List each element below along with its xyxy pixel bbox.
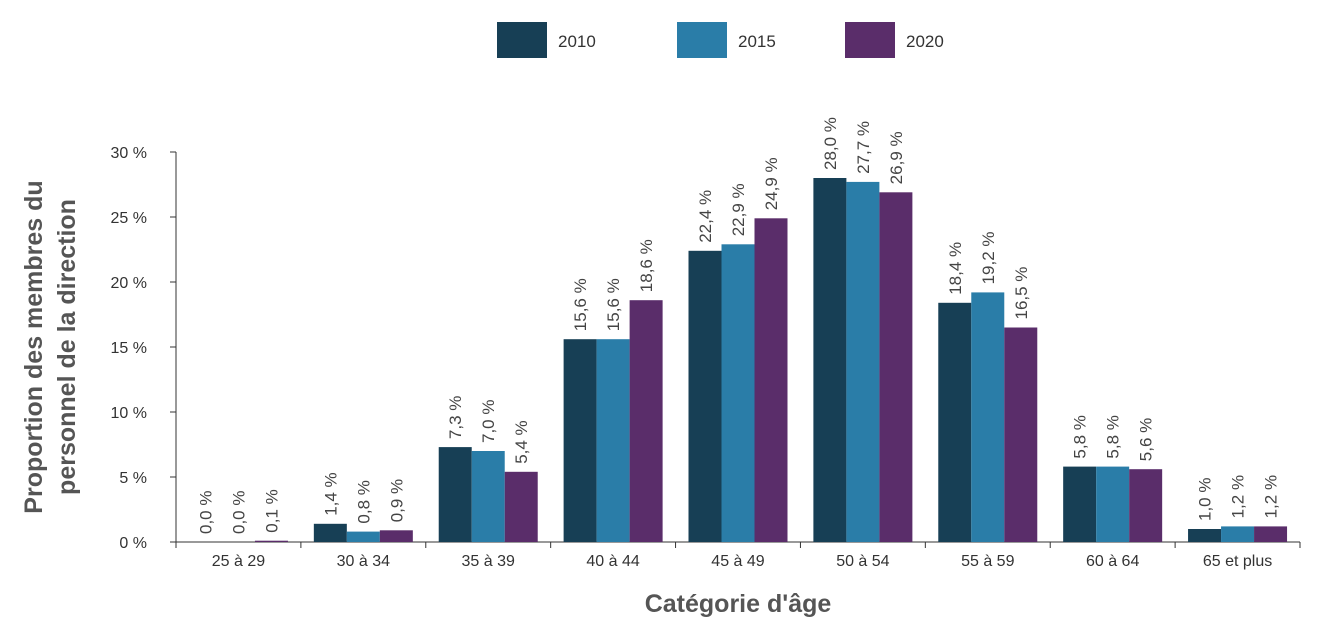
data-label: 22,9 % <box>729 183 748 236</box>
data-label: 0,8 % <box>354 480 373 523</box>
data-label: 0,9 % <box>387 479 406 522</box>
y-axis-title: Proportion des membres du personnel de la… <box>20 180 81 513</box>
x-tick-label: 30 à 34 <box>337 553 390 570</box>
data-labels: 0,0 % 0,0 % 0,1 % 1,4 % 0,8 % 0,9 % 7,3 % 7,0 %… <box>196 117 1280 534</box>
data-label: 0,0 % <box>196 491 215 534</box>
bar <box>938 302 972 542</box>
data-label: 7,0 % <box>479 400 498 443</box>
bar <box>1096 466 1130 542</box>
data-label: 5,4 % <box>512 420 531 463</box>
bar <box>504 471 538 542</box>
data-label: 5,8 % <box>1104 415 1123 458</box>
legend-label: 2010 <box>558 32 596 51</box>
x-tick-label: 60 à 64 <box>1086 553 1139 570</box>
y-tick-label: 30 % <box>111 145 147 162</box>
data-label: 1,2 % <box>1229 475 1248 518</box>
data-label: 22,4 % <box>696 190 715 243</box>
data-label: 15,6 % <box>604 278 623 331</box>
legend-label: 2015 <box>738 32 776 51</box>
data-label: 24,9 % <box>762 157 781 210</box>
bar <box>1004 327 1038 542</box>
y-tick-label: 20 % <box>111 275 147 292</box>
data-label: 19,2 % <box>979 231 998 284</box>
bar <box>629 300 663 542</box>
x-tick-label: 65 et plus <box>1203 553 1272 570</box>
bar <box>721 244 755 543</box>
bar <box>879 192 913 543</box>
data-label: 18,6 % <box>637 239 656 292</box>
data-label: 1,4 % <box>321 472 340 515</box>
bar <box>346 531 380 542</box>
bar <box>813 178 847 542</box>
legend-swatch <box>497 22 547 58</box>
x-tick-label: 25 à 29 <box>212 553 265 570</box>
bar <box>688 250 722 543</box>
bar <box>846 181 880 542</box>
bar <box>1254 526 1288 542</box>
bar <box>596 339 630 542</box>
y-axis-title-line: Proportion des membres du <box>20 180 48 513</box>
y-axis: 0 % 5 % 10 % 15 % 20 % 25 % 30 % <box>111 145 177 552</box>
legend-swatch <box>677 22 727 58</box>
data-label: 5,6 % <box>1137 418 1156 461</box>
x-tick-label: 35 à 39 <box>462 553 515 570</box>
bar <box>754 218 788 543</box>
legend-label: 2020 <box>906 32 944 51</box>
data-label: 5,8 % <box>1071 415 1090 458</box>
y-tick-label: 0 % <box>119 535 147 552</box>
x-tick-label: 50 à 54 <box>836 553 889 570</box>
legend-swatch <box>845 22 895 58</box>
x-tick-label: 55 à 59 <box>961 553 1014 570</box>
x-axis-title: Catégorie d'âge <box>645 590 832 618</box>
data-label: 7,3 % <box>446 396 465 439</box>
data-label: 1,2 % <box>1262 475 1281 518</box>
bar <box>313 523 347 542</box>
data-label: 18,4 % <box>946 242 965 295</box>
y-tick-label: 5 % <box>119 470 147 487</box>
data-label: 26,9 % <box>887 131 906 184</box>
bar <box>254 540 288 542</box>
bars <box>254 178 1288 543</box>
bar <box>1063 466 1097 542</box>
x-tick-label: 40 à 44 <box>586 553 639 570</box>
bar <box>1129 469 1163 542</box>
bar <box>379 530 413 542</box>
data-label: 0,0 % <box>229 491 248 534</box>
x-tick-label: 45 à 49 <box>711 553 764 570</box>
bar <box>1188 529 1222 542</box>
bar <box>1221 526 1255 542</box>
data-label: 16,5 % <box>1012 267 1031 320</box>
data-label: 28,0 % <box>821 117 840 170</box>
x-axis: 25 à 29 30 à 34 35 à 39 40 à 44 45 à 49 50 à … <box>175 541 1301 570</box>
bar <box>438 447 472 542</box>
y-tick-label: 10 % <box>111 405 147 422</box>
data-label: 1,0 % <box>1196 478 1215 521</box>
bar <box>563 339 597 542</box>
data-label: 27,7 % <box>854 121 873 174</box>
y-tick-label: 25 % <box>111 210 147 227</box>
y-tick-label: 15 % <box>111 340 147 357</box>
bar <box>471 451 505 542</box>
data-label: 15,6 % <box>571 278 590 331</box>
bar <box>971 292 1005 542</box>
y-axis-title-line: personnel de la direction <box>53 199 81 495</box>
data-label: 0,1 % <box>262 489 281 532</box>
legend: 2010 2015 2020 <box>497 22 944 58</box>
